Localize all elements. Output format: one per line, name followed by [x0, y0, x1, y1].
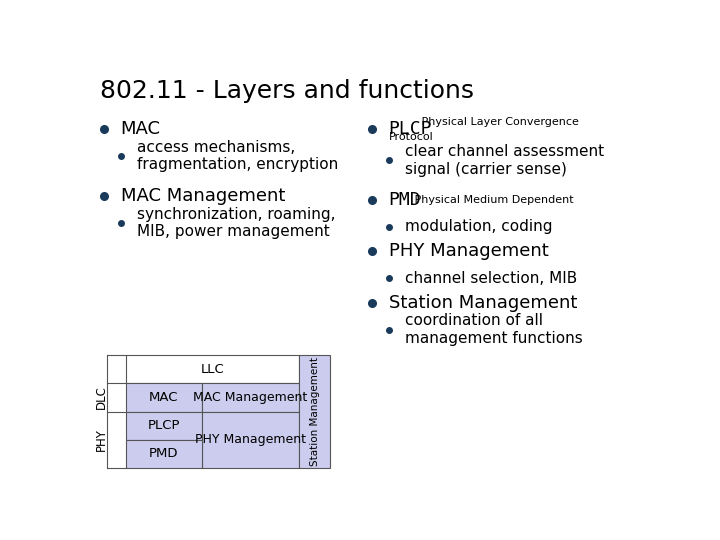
Bar: [202, 383, 300, 411]
Bar: [300, 355, 330, 468]
Text: PMD: PMD: [389, 191, 421, 209]
Bar: [126, 440, 202, 468]
Text: PLCP: PLCP: [148, 419, 180, 432]
Text: modulation, coding: modulation, coding: [405, 219, 553, 234]
Text: Physical Layer Convergence: Physical Layer Convergence: [418, 117, 579, 127]
Text: PLCP: PLCP: [389, 120, 432, 138]
Text: DLC: DLC: [94, 386, 108, 409]
Bar: [126, 355, 300, 383]
Bar: [126, 383, 202, 411]
Text: MAC Management: MAC Management: [193, 391, 307, 404]
Text: MAC: MAC: [149, 391, 179, 404]
Text: LLC: LLC: [201, 363, 225, 376]
Text: PMD: PMD: [149, 448, 179, 461]
Text: Protocol: Protocol: [389, 132, 433, 141]
Text: channel selection, MIB: channel selection, MIB: [405, 271, 577, 286]
Text: Station Management: Station Management: [310, 357, 320, 466]
Text: clear channel assessment
signal (carrier sense): clear channel assessment signal (carrier…: [405, 144, 604, 177]
Text: PHY: PHY: [94, 428, 108, 451]
Text: MAC Management: MAC Management: [121, 187, 285, 205]
Text: PHY Management: PHY Management: [195, 434, 306, 447]
Bar: [202, 411, 300, 468]
Text: Physical Medium Dependent: Physical Medium Dependent: [411, 195, 574, 205]
Text: coordination of all
management functions: coordination of all management functions: [405, 313, 583, 346]
Text: access mechanisms,
fragmentation, encryption: access mechanisms, fragmentation, encryp…: [138, 140, 338, 172]
Text: synchronization, roaming,
MIB, power management: synchronization, roaming, MIB, power man…: [138, 207, 336, 239]
Text: Station Management: Station Management: [389, 294, 577, 312]
Bar: [126, 411, 202, 440]
Text: 802.11 - Layers and functions: 802.11 - Layers and functions: [100, 79, 474, 103]
Text: PHY Management: PHY Management: [389, 242, 549, 260]
Text: MAC: MAC: [121, 120, 161, 138]
